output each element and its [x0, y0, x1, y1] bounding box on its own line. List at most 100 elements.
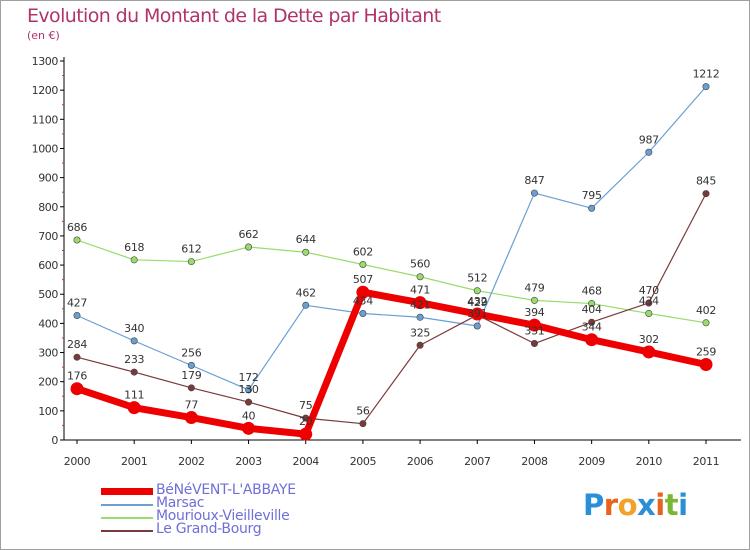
- x-tick-label: 2002: [178, 455, 204, 468]
- series-point-1: [359, 309, 367, 317]
- x-tick-label: 2011: [693, 455, 719, 468]
- series-point-0: [127, 401, 141, 415]
- legend-item-mourioux[interactable]: Mourioux-Vieilleville: [101, 508, 361, 524]
- data-label-0: 20: [299, 415, 313, 428]
- series-point-0: [299, 427, 313, 441]
- series-point-2: [530, 296, 538, 304]
- data-label-1: 795: [582, 189, 602, 202]
- logo-letter: x: [637, 488, 656, 522]
- series-point-0: [527, 318, 541, 332]
- series-point-1: [245, 386, 253, 394]
- series-point-3: [416, 341, 424, 349]
- series-point-1: [588, 204, 596, 212]
- data-label-3: 404: [582, 303, 602, 316]
- series-point-1: [130, 337, 138, 345]
- data-label-2: 612: [181, 243, 201, 256]
- chart-title: Evolution du Montant de la Dette par Hab…: [27, 5, 441, 27]
- y-tick-label: 1100: [32, 113, 59, 126]
- data-label-1: 421: [410, 298, 430, 311]
- y-tick-label: 500: [38, 288, 58, 301]
- data-label-1: 434: [353, 294, 373, 307]
- data-label-1: 256: [181, 346, 201, 359]
- data-label-1: 987: [639, 133, 659, 146]
- logo-letter: i: [655, 488, 665, 522]
- series-point-0: [356, 285, 370, 299]
- x-tick-label: 2001: [121, 455, 147, 468]
- data-label-0: 302: [639, 333, 659, 346]
- y-tick-label: 800: [38, 201, 58, 214]
- series-point-1: [187, 361, 195, 369]
- legend-item-marsac[interactable]: Marsac: [101, 495, 361, 511]
- chart-subtitle: (en €): [27, 29, 60, 42]
- legend-swatch-grand-bourg: [101, 529, 153, 532]
- series-point-1: [473, 322, 481, 330]
- data-label-2: 662: [238, 228, 258, 241]
- data-label-0: 394: [524, 306, 544, 319]
- x-tick-label: 2003: [235, 455, 262, 468]
- data-label-2: 686: [67, 221, 87, 234]
- data-label-0: 471: [410, 284, 430, 297]
- legend-item-benevent[interactable]: BéNéVENT-L'ABBAYE: [101, 482, 361, 498]
- series-point-2: [588, 300, 596, 308]
- series-point-3: [359, 420, 367, 428]
- data-label-2: 468: [582, 285, 602, 298]
- y-tick-label: 300: [38, 347, 58, 360]
- data-label-1: 172: [238, 371, 258, 384]
- series-point-0: [699, 357, 713, 371]
- data-label-2: 560: [410, 258, 430, 271]
- series-point-3: [245, 398, 253, 406]
- series-point-1: [645, 148, 653, 156]
- data-label-2: 479: [524, 281, 544, 294]
- y-tick-label: 100: [38, 405, 58, 418]
- data-label-3: 233: [124, 353, 144, 366]
- series-line-2: [76, 239, 707, 324]
- series-point-0: [242, 421, 256, 435]
- series-point-1: [530, 189, 538, 197]
- legend-swatch-mourioux: [101, 516, 153, 519]
- series-point-0: [470, 307, 484, 321]
- y-tick-label: 1300: [32, 55, 59, 68]
- series-point-3: [73, 353, 81, 361]
- data-label-1: 427: [67, 297, 87, 310]
- data-label-0: 77: [185, 399, 199, 412]
- logo-letter: P: [583, 488, 604, 522]
- y-tick-label: 400: [38, 317, 58, 330]
- legend-item-grand-bourg[interactable]: Le Grand-Bourg: [101, 521, 361, 537]
- series-line-0: [73, 288, 710, 438]
- data-label-3: 429: [467, 296, 487, 309]
- data-label-1: 1212: [693, 68, 720, 81]
- x-tick-label: 2004: [293, 455, 320, 468]
- series-point-2: [130, 256, 138, 264]
- series-point-3: [702, 190, 710, 198]
- series-line-3: [76, 193, 707, 425]
- series-point-3: [130, 368, 138, 376]
- legend-label-mourioux: Mourioux-Vieilleville: [156, 508, 290, 524]
- y-tick-label: 900: [38, 172, 58, 185]
- series-point-1: [73, 312, 81, 320]
- data-label-0: 432: [467, 295, 487, 308]
- data-label-2: 434: [639, 294, 659, 307]
- series-point-3: [530, 340, 538, 348]
- proxiti-logo: Proxiti: [583, 488, 688, 522]
- y-tick-label: 0: [51, 434, 58, 447]
- logo-letter: i: [678, 488, 688, 522]
- series-point-2: [473, 287, 481, 295]
- series-point-2: [702, 319, 710, 327]
- legend-label-benevent: BéNéVENT-L'ABBAYE: [156, 482, 296, 498]
- series-point-1: [702, 83, 710, 91]
- y-tick-label: 700: [38, 230, 58, 243]
- series-point-2: [416, 273, 424, 281]
- series-point-3: [588, 318, 596, 326]
- series-point-1: [302, 301, 310, 309]
- x-tick-label: 2010: [636, 455, 663, 468]
- series-point-3: [645, 299, 653, 307]
- logo-letter: t: [664, 488, 679, 522]
- data-label-0: 259: [696, 345, 716, 358]
- series-point-2: [245, 243, 253, 251]
- series-point-2: [73, 236, 81, 244]
- x-tick-label: 2005: [350, 455, 377, 468]
- series-point-0: [184, 411, 198, 425]
- data-label-2: 618: [124, 241, 144, 254]
